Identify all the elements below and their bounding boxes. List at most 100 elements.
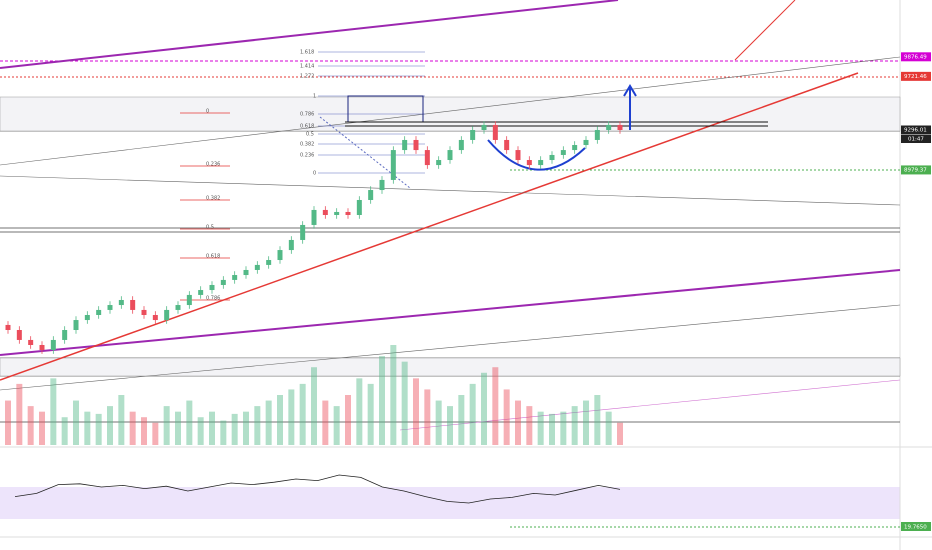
candle-body [424,150,430,166]
volume-bar [515,400,521,445]
candle-body [118,299,124,306]
volume-bar [243,411,249,445]
trend-line [734,0,796,61]
cup-arc [487,139,586,171]
fib-label: 0 [206,109,209,115]
candle-body [345,211,351,215]
trend-line [0,56,901,166]
candle-body [572,145,578,151]
volume-bar [231,413,238,445]
candle-body [617,124,623,131]
volume-bar [390,345,397,445]
rsi-tag-bg [901,522,931,531]
candle-body [504,139,510,151]
candle-body [447,150,453,161]
volume-bar [141,417,147,445]
candle-body [390,150,396,180]
candle-body [311,209,317,225]
candle-body [141,309,147,315]
candle-body [50,339,56,351]
candle-body [232,275,238,280]
volume-bar [469,383,476,445]
candle-body [470,130,476,140]
rsi-band [0,487,900,519]
target-arrow [623,84,637,130]
volume-bar [356,378,363,445]
volume-bar [311,367,317,445]
candle-body [560,150,566,155]
fib-label: 0.786 [206,296,220,302]
candle-body [322,209,328,215]
candle-body [209,284,215,291]
volume-bar [617,422,623,445]
volume-bar [537,411,544,445]
candle-body [379,179,385,191]
fib-label: 0 [313,171,316,177]
price-tag-bg [901,71,931,81]
candle-body [594,130,600,140]
volume-bar [16,383,23,445]
volume-bar [549,413,555,445]
candle-body [515,150,521,161]
candle-body [549,154,555,161]
trend-line [399,379,901,431]
trend-line [0,304,901,391]
candle-body [356,199,362,215]
zone [0,357,901,377]
candle-body [277,250,283,261]
trend-line [0,175,901,206]
candle-body [413,139,419,151]
volume-bar [435,400,442,445]
fib-label: 0.5 [306,132,314,138]
countdown: 01:47 [908,137,924,143]
volume-bar [107,406,113,445]
volume-bar [220,420,227,445]
fib-diagonal [319,116,411,189]
candle-body [368,190,374,200]
candle-body [130,299,136,310]
price-tag-bg [901,52,931,62]
volume-bar [209,411,215,445]
volume-bar [118,395,125,445]
candle-body [334,211,340,215]
volume-bar [526,406,533,445]
volume-bar [299,383,306,445]
fib-label: 0.236 [300,153,314,159]
candle-body [73,320,79,330]
candle-body [402,139,408,151]
candle-body [288,239,294,251]
volume-bar [447,406,453,445]
volume-bar [322,400,329,445]
candle-body [84,314,90,321]
candle-body [606,124,612,131]
volume-bar [277,395,283,445]
rsi-line [14,474,621,504]
volume-bar [424,389,431,445]
volume-bar [163,406,170,445]
candle-body [458,139,464,151]
volume-bar [583,400,589,445]
candle-body [107,305,113,310]
rsi-tag: 19.7650 [904,525,927,531]
candle-body [481,124,487,131]
volume-bar [401,361,408,445]
candle-body [300,224,306,240]
countdown-bg [901,135,931,144]
trend-line [0,72,859,381]
candle-body [198,290,204,295]
candle-body [186,294,192,306]
volume-bar [39,411,45,445]
price-tag-bg [901,125,931,135]
candle-body [243,269,249,276]
volume-bar [27,406,34,445]
fib-label: 1.272 [300,74,314,80]
candle-body [220,279,226,285]
fib-label: 0.618 [300,124,314,130]
candle-body [175,305,181,310]
volume-bar [254,406,261,445]
volume-bar [5,400,11,445]
candle-body [583,139,589,146]
candle-body [28,339,34,346]
